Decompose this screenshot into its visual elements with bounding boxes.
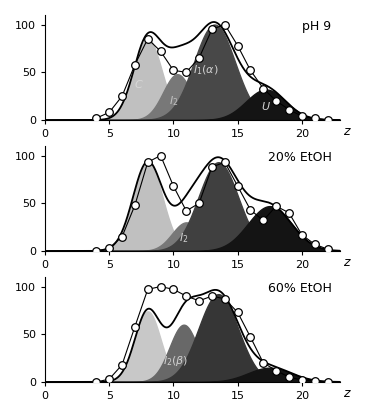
Text: $C$: $C$ (134, 78, 143, 90)
Text: 20% EtOH: 20% EtOH (268, 151, 331, 164)
Text: $U$: $U$ (261, 100, 271, 111)
Text: 60% EtOH: 60% EtOH (268, 282, 331, 295)
Text: $I_2$: $I_2$ (179, 232, 188, 245)
Text: $I_2(\beta)$: $I_2(\beta)$ (163, 354, 189, 368)
Text: $z$: $z$ (343, 256, 352, 269)
Text: $I_2$: $I_2$ (169, 94, 178, 108)
Text: $z$: $z$ (343, 125, 352, 138)
Text: pH 9: pH 9 (302, 20, 331, 33)
Text: $I_1(\alpha)$: $I_1(\alpha)$ (193, 64, 218, 77)
Text: $z$: $z$ (343, 387, 352, 400)
